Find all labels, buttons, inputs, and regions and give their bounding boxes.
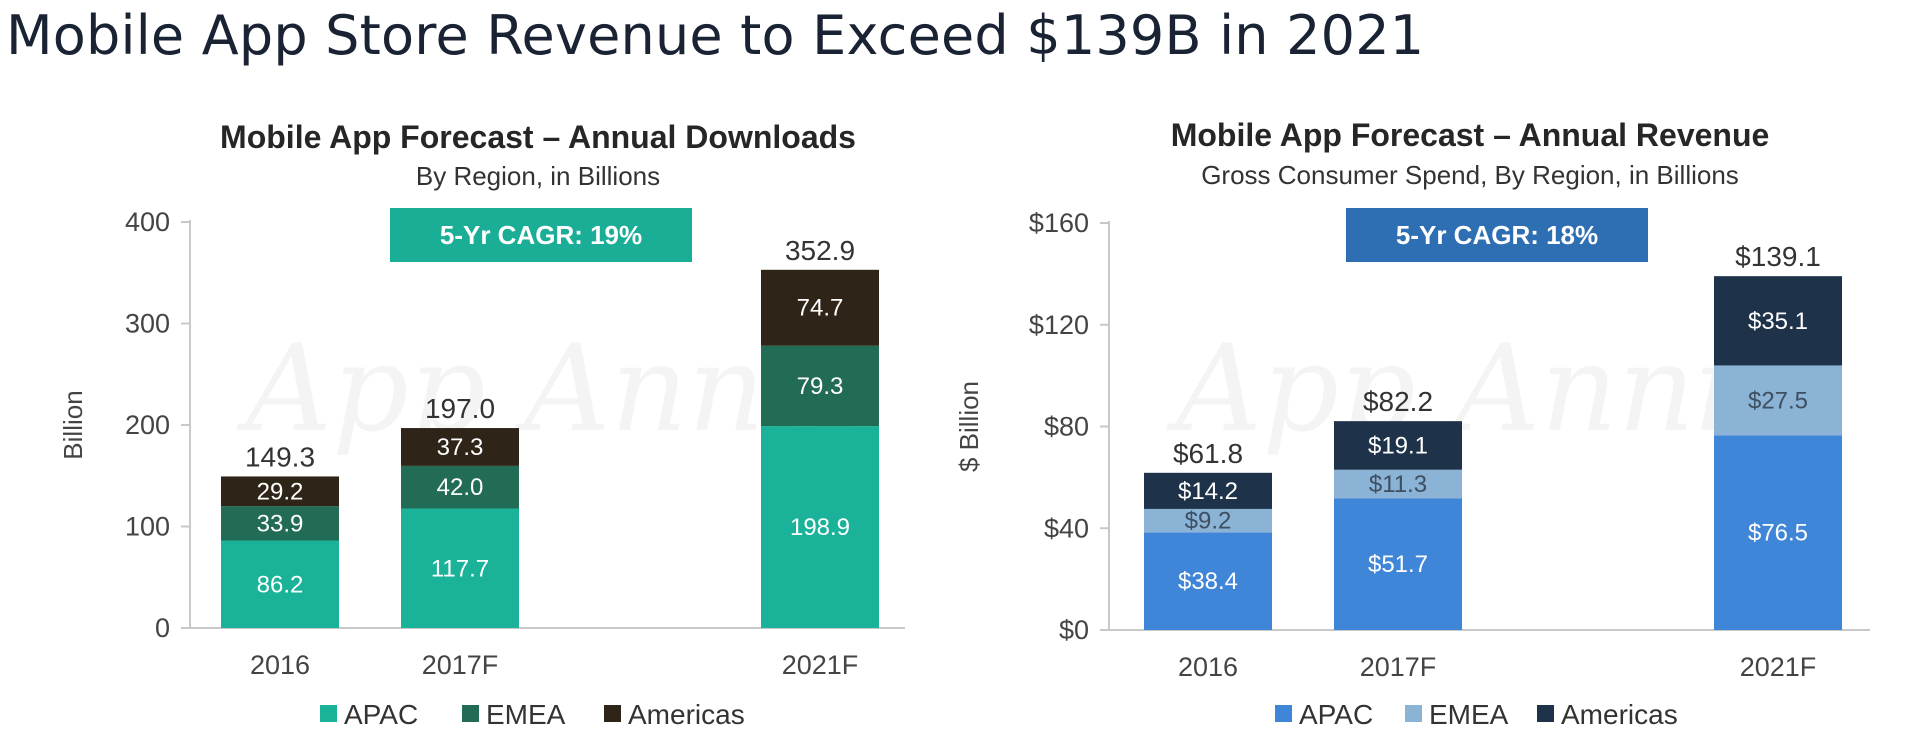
bar-segment-americas bbox=[1144, 472, 1272, 509]
bar-segment-label: 198.9 bbox=[790, 514, 850, 541]
legend-label: Americas bbox=[1561, 699, 1678, 730]
legend-swatch-americas bbox=[604, 705, 621, 722]
watermark-text: App Annie bbox=[1165, 320, 1804, 459]
x-tick-label: 2016 bbox=[250, 650, 310, 680]
cagr-badge-label: 5-Yr CAGR: 19% bbox=[440, 220, 642, 250]
chart-revenue: App Annie Mobile App Forecast – Annual Re… bbox=[954, 117, 1870, 730]
bar-segment-label: 86.2 bbox=[257, 571, 304, 598]
bar-segment-label: 33.9 bbox=[257, 510, 304, 537]
bar-segment-americas bbox=[401, 428, 519, 466]
legend: APAC EMEA Americas bbox=[320, 699, 745, 730]
y-tick-label: $40 bbox=[1044, 513, 1089, 543]
bar-segment-americas bbox=[761, 269, 879, 346]
bar-segment-apac bbox=[761, 426, 879, 628]
bar-segment-label: $76.5 bbox=[1748, 520, 1808, 547]
y-tick-label: 300 bbox=[125, 309, 170, 339]
bar-segment-label: 37.3 bbox=[437, 434, 484, 461]
bar-segment-apac bbox=[221, 540, 339, 628]
y-tick-label: $80 bbox=[1044, 412, 1089, 442]
x-tick-label: 2021F bbox=[1740, 652, 1817, 682]
legend-swatch-apac bbox=[1275, 705, 1292, 722]
cagr-badge bbox=[390, 208, 692, 262]
bar-segment-label: $27.5 bbox=[1748, 387, 1808, 414]
cagr-badge bbox=[1346, 208, 1648, 262]
bar-total-label: $139.1 bbox=[1735, 241, 1821, 272]
legend-swatch-emea bbox=[462, 705, 479, 722]
bar-segment-label: 74.7 bbox=[797, 295, 844, 322]
bar-segment-americas bbox=[1714, 276, 1842, 366]
chart-subtitle: By Region, in Billions bbox=[416, 161, 660, 191]
bar-total-label: $82.2 bbox=[1363, 386, 1433, 417]
bar-segment-label: $19.1 bbox=[1368, 432, 1428, 459]
bar-segment-emea bbox=[401, 465, 519, 509]
y-tick-label: 200 bbox=[125, 410, 170, 440]
page-title: Mobile App Store Revenue to Exceed $139B… bbox=[6, 4, 1425, 67]
legend-label: EMEA bbox=[1429, 699, 1509, 730]
bar-segment-label: 117.7 bbox=[431, 555, 489, 582]
y-tick-label: 100 bbox=[125, 512, 170, 542]
chart-subtitle: Gross Consumer Spend, By Region, in Bill… bbox=[1201, 160, 1739, 190]
cagr-badge-label: 5-Yr CAGR: 18% bbox=[1396, 220, 1598, 250]
y-tick-label: $120 bbox=[1029, 310, 1089, 340]
legend-label: EMEA bbox=[486, 699, 566, 730]
bar-total-label: $61.8 bbox=[1173, 438, 1243, 469]
legend-swatch-apac bbox=[320, 705, 337, 722]
legend-swatch-emea bbox=[1405, 705, 1422, 722]
y-tick-label: 0 bbox=[155, 613, 170, 643]
y-axis-title: Billion bbox=[58, 390, 88, 459]
bar-segment-emea bbox=[761, 345, 879, 427]
legend-swatch-americas bbox=[1537, 705, 1554, 722]
chart-title: Mobile App Forecast – Annual Downloads bbox=[220, 119, 856, 155]
bar-segment-label: $11.3 bbox=[1369, 471, 1427, 498]
bar-total-label: 149.3 bbox=[245, 441, 315, 472]
y-tick-label: $0 bbox=[1059, 615, 1089, 645]
bar-total-label: 197.0 bbox=[425, 393, 495, 424]
bar-total-label: 352.9 bbox=[785, 235, 855, 266]
bar-segment-label: $14.2 bbox=[1178, 478, 1238, 505]
bar-segment-emea bbox=[1334, 469, 1462, 499]
bar-segment-label: 79.3 bbox=[797, 373, 844, 400]
bar-segment-apac bbox=[1334, 498, 1462, 630]
bar-segment-label: $38.4 bbox=[1178, 568, 1238, 595]
legend-label: APAC bbox=[344, 699, 418, 730]
x-tick-label: 2017F bbox=[1360, 652, 1437, 682]
y-tick-label: 400 bbox=[125, 207, 170, 237]
bar-segment-label: $35.1 bbox=[1748, 308, 1808, 335]
y-tick-label: $160 bbox=[1029, 208, 1089, 238]
bar-segment-emea bbox=[221, 506, 339, 541]
legend: APAC EMEA Americas bbox=[1275, 699, 1678, 730]
bar-segment-label: 42.0 bbox=[437, 474, 484, 501]
legend-label: Americas bbox=[628, 699, 745, 730]
x-tick-label: 2016 bbox=[1178, 652, 1238, 682]
chart-title: Mobile App Forecast – Annual Revenue bbox=[1171, 117, 1770, 153]
bar-segment-label: 29.2 bbox=[257, 478, 304, 505]
y-axis-title: $ Billion bbox=[954, 381, 984, 472]
x-tick-label: 2017F bbox=[422, 650, 499, 680]
bar-segment-emea bbox=[1144, 508, 1272, 533]
x-tick-label: 2021F bbox=[782, 650, 859, 680]
bar-segment-emea bbox=[1714, 365, 1842, 436]
bar-segment-apac bbox=[1144, 532, 1272, 630]
legend-label: APAC bbox=[1299, 699, 1373, 730]
bar-segment-apac bbox=[401, 508, 519, 628]
bar-segment-americas bbox=[1334, 421, 1462, 470]
chart-downloads: App AnnieMobile App Forecast – Annual Do… bbox=[58, 119, 905, 730]
bar-segment-americas bbox=[221, 476, 339, 507]
bar-segment-label: $51.7 bbox=[1368, 551, 1428, 578]
bar-segment-apac bbox=[1714, 435, 1842, 630]
bar-segment-label: $9.2 bbox=[1185, 508, 1232, 535]
